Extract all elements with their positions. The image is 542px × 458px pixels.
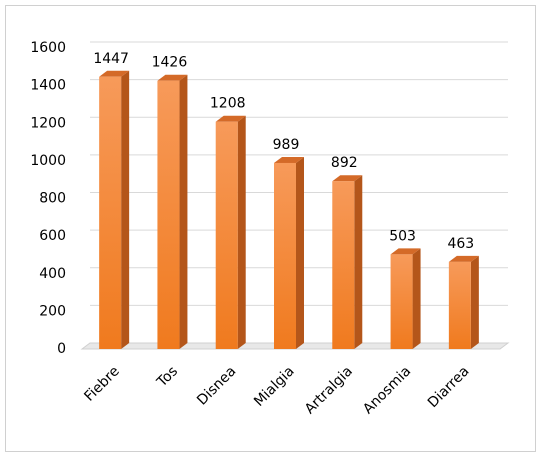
data-label: 1447 — [93, 51, 129, 67]
bar — [448, 255, 479, 349]
y-tick-label: 1400 — [30, 78, 66, 94]
y-tick-label: 1000 — [30, 153, 66, 169]
y-tick-label: 0 — [57, 341, 66, 357]
y-tick-label: 800 — [39, 191, 66, 207]
data-label: 892 — [331, 155, 358, 171]
data-label: 989 — [273, 137, 300, 153]
y-tick-label: 400 — [39, 266, 66, 282]
bar — [99, 70, 130, 349]
y-tick-label: 600 — [39, 228, 66, 244]
data-label: 503 — [389, 228, 416, 244]
y-tick-label: 1600 — [30, 40, 66, 56]
bar — [332, 175, 363, 349]
bar — [274, 156, 304, 349]
y-tick-label: 1200 — [30, 115, 66, 131]
bar — [390, 248, 421, 349]
bar — [215, 115, 246, 350]
data-label: 1208 — [210, 96, 246, 112]
y-tick-label: 200 — [39, 303, 66, 319]
data-label: 1426 — [152, 55, 188, 71]
data-label: 463 — [447, 236, 474, 252]
bar — [157, 74, 188, 349]
